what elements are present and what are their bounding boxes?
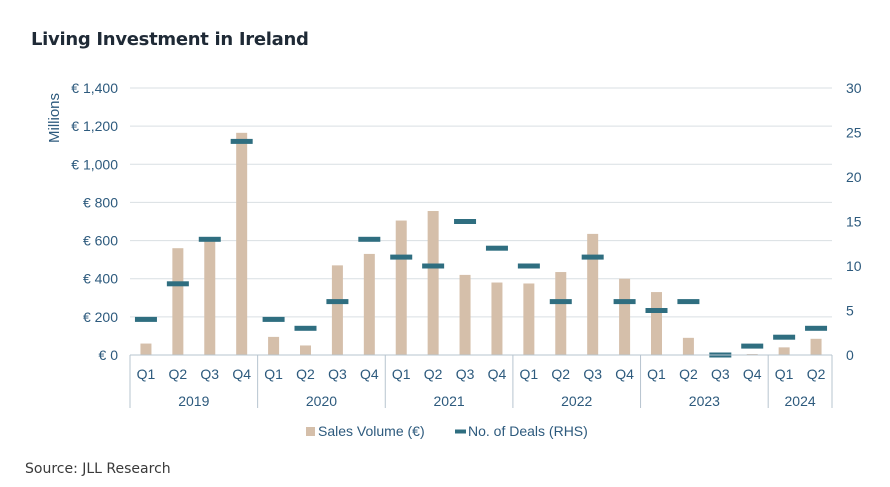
x-tick-label: Q1: [647, 366, 666, 382]
x-tick-label: Q2: [424, 366, 443, 382]
chart-title: Living Investment in Ireland: [31, 29, 309, 50]
x-tick-label: Q4: [232, 366, 251, 382]
y2-tick-label: 25: [846, 125, 862, 141]
deal-marker: [805, 325, 828, 331]
bar: [300, 345, 311, 355]
y-tick-label: € 400: [83, 271, 118, 287]
y-tick-label: € 600: [83, 233, 118, 249]
x-tick-label: Q4: [488, 366, 507, 382]
y2-tick-label: 15: [846, 214, 862, 230]
bar: [778, 347, 790, 355]
x-tick-label: Q1: [392, 366, 411, 382]
y2-tick-label: 10: [846, 258, 862, 274]
bar: [459, 274, 471, 355]
legend-label-sales: Sales Volume (€): [318, 423, 425, 439]
bar: [395, 220, 407, 355]
y2-tick-label: 5: [846, 303, 854, 319]
x-tick-label: Q2: [807, 366, 826, 382]
bar: [204, 240, 216, 355]
deal-marker: [262, 316, 285, 322]
bar: [140, 343, 152, 355]
x-tick-label: Q3: [711, 366, 730, 382]
deal-marker: [677, 299, 700, 305]
bar: [236, 132, 248, 355]
y-tick-label: € 1,200: [71, 118, 118, 134]
year-label: 2019: [178, 393, 209, 409]
bar: [587, 233, 599, 355]
y-tick-label: € 800: [83, 194, 118, 210]
deal-marker: [549, 299, 572, 305]
y-tick-label: € 1,400: [71, 80, 118, 96]
bar: [619, 278, 631, 355]
x-tick-label: Q2: [679, 366, 698, 382]
deal-marker: [326, 299, 349, 305]
year-label: 2024: [785, 393, 816, 409]
year-label: 2021: [434, 393, 465, 409]
bar: [331, 265, 343, 355]
deal-marker: [166, 281, 189, 287]
deal-marker: [358, 236, 381, 242]
bar: [172, 248, 184, 355]
deal-marker: [294, 325, 317, 331]
y-tick-label: € 0: [99, 347, 119, 363]
deal-marker: [134, 316, 157, 322]
deal-marker: [422, 263, 445, 269]
x-tick-label: Q2: [296, 366, 315, 382]
x-tick-label: Q4: [615, 366, 634, 382]
deal-marker: [198, 236, 221, 242]
bar: [810, 338, 822, 355]
deal-marker: [230, 138, 253, 144]
bar: [682, 337, 694, 355]
legend-swatch-sales: [306, 427, 315, 436]
deal-marker: [390, 254, 413, 260]
deal-marker: [581, 254, 604, 260]
x-tick-label: Q3: [456, 366, 475, 382]
bar: [427, 211, 439, 355]
legend-label-deals: No. of Deals (RHS): [468, 423, 588, 439]
x-tick-label: Q3: [200, 366, 219, 382]
bar: [363, 253, 375, 355]
deal-marker: [517, 263, 540, 269]
y2-tick-label: 0: [846, 347, 854, 363]
x-tick-label: Q4: [360, 366, 379, 382]
deal-marker: [741, 343, 764, 349]
year-label: 2022: [561, 393, 592, 409]
x-tick-label: Q3: [583, 366, 602, 382]
y2-tick-label: 30: [846, 80, 862, 96]
bar: [651, 292, 662, 355]
x-tick-label: Q2: [551, 366, 570, 382]
x-tick-label: Q3: [328, 366, 347, 382]
y2-tick-label: 20: [846, 169, 862, 185]
bar: [491, 282, 503, 355]
bar: [268, 336, 280, 355]
deal-marker: [645, 308, 668, 313]
source-note: Source: JLL Research: [25, 461, 171, 477]
year-label: 2023: [689, 393, 720, 409]
legend-swatch-deals: [455, 429, 466, 434]
x-tick-label: Q1: [264, 366, 283, 382]
bar: [555, 272, 567, 355]
y-tick-label: € 1,000: [71, 156, 118, 172]
y-tick-label: € 200: [83, 309, 118, 325]
deal-marker: [485, 245, 508, 251]
y-axis-title: Millions: [46, 93, 63, 143]
deal-marker: [613, 299, 636, 305]
bar: [523, 283, 535, 355]
x-tick-label: Q2: [169, 366, 188, 382]
x-tick-label: Q4: [743, 366, 762, 382]
deal-marker: [773, 334, 796, 340]
deal-marker: [454, 219, 477, 224]
x-tick-label: Q1: [137, 366, 156, 382]
x-tick-label: Q1: [775, 366, 794, 382]
x-tick-label: Q1: [520, 366, 539, 382]
year-label: 2020: [306, 393, 337, 409]
